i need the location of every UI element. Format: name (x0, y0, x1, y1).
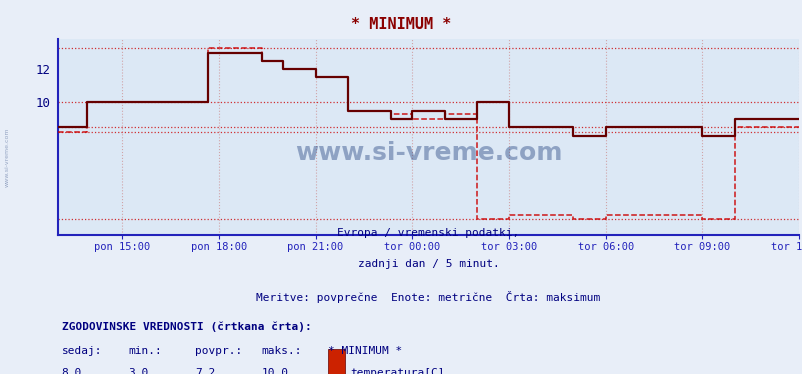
Text: www.si-vreme.com: www.si-vreme.com (5, 127, 10, 187)
Text: povpr.:: povpr.: (195, 346, 242, 356)
Text: * MINIMUM *: * MINIMUM * (351, 17, 451, 32)
Text: sedaj:: sedaj: (62, 346, 102, 356)
Text: ZGODOVINSKE VREDNOSTI (črtkana črta):: ZGODOVINSKE VREDNOSTI (črtkana črta): (62, 322, 311, 332)
Text: 3,0: 3,0 (128, 368, 148, 374)
Text: Meritve: povprečne  Enote: metrične  Črta: maksimum: Meritve: povprečne Enote: metrične Črta:… (256, 291, 600, 303)
Text: www.si-vreme.com: www.si-vreme.com (294, 141, 561, 165)
Bar (328, 349, 344, 374)
Text: Evropa / vremenski podatki,: Evropa / vremenski podatki, (337, 229, 519, 238)
Text: maks.:: maks.: (261, 346, 302, 356)
Text: * MINIMUM *: * MINIMUM * (328, 346, 402, 356)
Text: zadnji dan / 5 minut.: zadnji dan / 5 minut. (357, 260, 499, 270)
Text: min.:: min.: (128, 346, 162, 356)
Text: temperatura[C]: temperatura[C] (350, 368, 444, 374)
Text: 10,0: 10,0 (261, 368, 288, 374)
Text: 7,2: 7,2 (195, 368, 215, 374)
Text: 8,0: 8,0 (62, 368, 82, 374)
